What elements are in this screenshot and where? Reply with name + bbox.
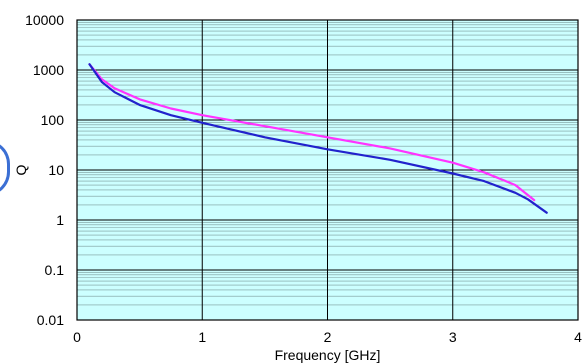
x-axis-label: Frequency [GHz] [275,347,381,363]
y-tick-label: 1000 [33,62,64,78]
y-tick-label: 1 [56,212,64,228]
y-tick-label: 100 [41,112,65,128]
x-tick-labels: 0 1 2 3 4 [73,329,582,345]
y-axis-label: Q [13,164,29,175]
series-group [88,63,548,214]
y-tick-label: 10000 [25,12,64,28]
x-tick-label: 2 [324,329,332,345]
x-tick-label: 1 [198,329,206,345]
x-tick-label: 3 [449,329,457,345]
plot-frame [76,19,579,321]
series-line-1 [88,63,536,202]
y-tick-label: 0.1 [45,262,65,278]
x-tick-label: 0 [73,329,81,345]
y-tick-label: 10 [48,162,64,178]
x-tick-label: 4 [574,329,582,345]
y-tick-label: 0.01 [37,312,64,328]
series-line-2 [88,63,548,214]
y-tick-labels: 0.01 0.1 1 10 100 1000 10000 [25,12,64,328]
